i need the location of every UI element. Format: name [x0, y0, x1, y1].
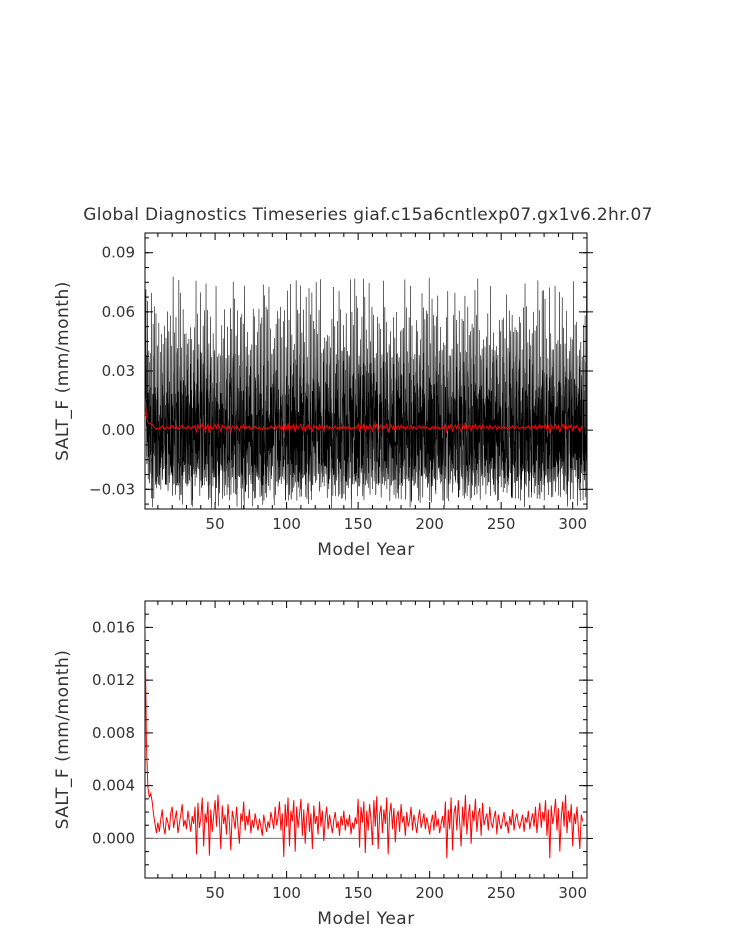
x-tick-label: 150: [344, 884, 373, 902]
y-tick-label: 0.016: [92, 618, 135, 636]
y-axis-label: SALT_F (mm/month): [53, 281, 73, 461]
x-tick-label: 250: [487, 515, 516, 533]
series-annual-line: [145, 620, 584, 859]
series-monthly-line: [145, 276, 587, 509]
y-tick-label: −0.03: [89, 480, 135, 498]
x-tick-label: 300: [558, 884, 587, 902]
x-tick-label: 50: [206, 884, 225, 902]
y-tick-label: 0.06: [102, 303, 135, 321]
x-tick-label: 100: [272, 515, 301, 533]
y-tick-label: 0.09: [102, 244, 135, 262]
y-axis-label: SALT_F (mm/month): [53, 650, 73, 830]
x-tick-label: 150: [344, 515, 373, 533]
series-annual-line: [145, 397, 583, 434]
y-tick-label: 0.00: [102, 421, 135, 439]
y-tick-label: 0.012: [92, 671, 135, 689]
chart-monthly-annual: 50 100 150 200 250 300 −0.03 0.00 0.03 0.06 0.09 Mo…: [53, 232, 593, 560]
x-tick-label: 300: [558, 515, 587, 533]
x-axis-label: Model Year: [317, 909, 414, 929]
chart-annual: 50 100 150 200 250 300 0.000 0.004 0.008 0.012 0.0…: [53, 600, 593, 929]
y-tick-label: 0.000: [92, 829, 135, 847]
figure-title: Global Diagnostics Timeseries giaf.c15a6…: [83, 205, 653, 225]
x-axis-label: Model Year: [317, 540, 414, 560]
y-tick-label: 0.004: [92, 777, 135, 795]
y-tick-label: 0.008: [92, 724, 135, 742]
plot-frame: [144, 600, 588, 879]
x-tick-label: 250: [487, 884, 516, 902]
x-tick-label: 200: [415, 515, 444, 533]
x-tick-label: 100: [272, 884, 301, 902]
y-tick-label: 0.03: [102, 362, 135, 380]
x-tick-label: 50: [206, 515, 225, 533]
x-tick-label: 200: [415, 884, 444, 902]
